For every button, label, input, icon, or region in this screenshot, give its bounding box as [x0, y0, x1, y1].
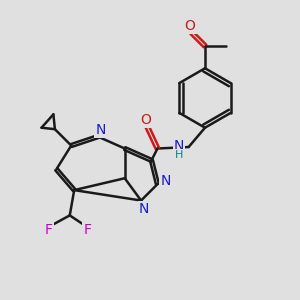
Text: N: N: [95, 123, 106, 137]
Text: O: O: [140, 113, 151, 127]
Text: F: F: [84, 223, 92, 237]
Text: N: N: [160, 174, 171, 188]
Text: O: O: [185, 19, 196, 33]
Text: F: F: [45, 223, 53, 237]
Text: H: H: [175, 150, 183, 161]
Text: N: N: [139, 202, 149, 216]
Text: N: N: [174, 139, 184, 152]
